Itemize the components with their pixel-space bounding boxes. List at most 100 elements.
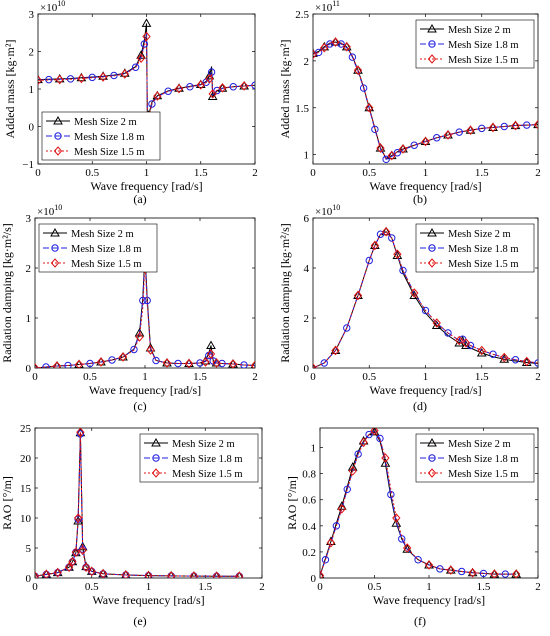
data-point — [398, 144, 408, 154]
data-point — [212, 571, 221, 578]
y-tick-label: 5 — [26, 543, 32, 555]
data-point — [162, 357, 172, 367]
legend-entry: Mesh Size 1.8 m — [448, 454, 519, 465]
data-point — [341, 41, 352, 51]
data-point — [189, 571, 198, 578]
data-point — [522, 356, 531, 367]
legend-marker — [427, 227, 437, 237]
x-axis-label: Wave frequency [rad/s] — [92, 593, 204, 607]
data-point — [398, 143, 408, 153]
legend: Mesh Size 2 m Mesh Size 1.8 m Mesh Size 1.… — [415, 433, 535, 483]
data-point — [477, 345, 486, 356]
data-point — [421, 136, 430, 147]
x-axis-label: Wave frequency [rad/s] — [90, 179, 202, 193]
data-point — [365, 430, 373, 439]
data-point — [189, 571, 199, 578]
data-point — [164, 87, 172, 95]
x-tick-label: 1.5 — [194, 167, 208, 179]
y-tick-label: 1 — [311, 443, 317, 455]
data-point — [330, 37, 341, 46]
x-axis-label: Wave frequency [rad/s] — [89, 383, 201, 397]
data-point — [387, 490, 395, 499]
data-point — [421, 306, 430, 315]
x-tick-label: 0.5 — [368, 581, 382, 593]
data-point — [370, 428, 379, 436]
legend: Mesh Size 2 m Mesh Size 1.8 m Mesh Size 1.… — [38, 223, 158, 273]
legend-marker — [151, 468, 161, 478]
x-tick-label: 1 — [144, 167, 150, 179]
data-point — [365, 102, 374, 113]
legend-entry: Mesh Size 1.5 m — [172, 469, 243, 480]
legend-marker — [428, 40, 436, 48]
data-point — [381, 226, 391, 237]
y-axis-label: RAO [°/m] — [285, 476, 299, 530]
y-tick-label: 0.8 — [302, 469, 316, 481]
legend: Mesh Size 2 m Mesh Size 1.8 m Mesh Size 1.… — [415, 19, 535, 69]
panel-label: (a) — [133, 192, 146, 206]
data-point — [321, 556, 330, 564]
data-point — [320, 570, 325, 578]
data-point — [391, 518, 402, 527]
y-tick-label: 0.4 — [302, 521, 316, 533]
data-point — [167, 571, 176, 578]
y-tick-label: 25 — [20, 423, 32, 435]
y-exponent-label: ×1010 — [315, 203, 340, 218]
data-point — [512, 569, 521, 578]
data-point — [73, 513, 83, 523]
data-point — [382, 155, 390, 164]
data-point — [320, 570, 325, 578]
data-point — [81, 562, 91, 572]
series-line-3 — [35, 432, 240, 577]
y-axis-label: Added mass [kg·m²] — [3, 40, 17, 139]
data-point — [381, 453, 390, 463]
x-axis-label: Wave frequency [rad/s] — [373, 593, 485, 607]
data-point — [348, 53, 357, 61]
data-point — [359, 84, 368, 92]
legend-entry: Mesh Size 1.8 m — [448, 244, 519, 255]
data-point — [380, 458, 391, 467]
data-point — [392, 513, 401, 523]
data-point — [45, 75, 53, 84]
data-point — [208, 89, 217, 99]
x-tick-label: 0.5 — [85, 581, 99, 593]
x-tick-label: 2 — [259, 581, 265, 593]
data-point — [337, 504, 346, 514]
data-point — [393, 249, 402, 260]
data-point — [121, 570, 130, 578]
x-tick-label: 1.5 — [198, 581, 212, 593]
data-point — [446, 565, 455, 575]
data-point — [209, 357, 217, 365]
data-point — [313, 363, 318, 368]
y-tick-label: 0 — [311, 573, 317, 585]
data-point — [64, 562, 74, 572]
data-point — [239, 81, 249, 91]
panel-label: (d) — [413, 399, 427, 413]
data-point — [174, 83, 184, 92]
data-point — [250, 360, 255, 368]
y-tick-label: 2 — [304, 56, 310, 68]
data-point — [488, 122, 498, 133]
data-point — [489, 350, 497, 358]
x-tick-label: 1 — [423, 167, 429, 179]
panel-label: (b) — [413, 192, 427, 206]
data-point — [110, 71, 118, 80]
x-tick-label: 0 — [35, 167, 41, 179]
legend-entry: Mesh Size 1.5 m — [448, 55, 519, 66]
y-tick-label: 2.5 — [295, 9, 309, 21]
x-tick-label: 1 — [142, 371, 148, 383]
data-point — [511, 120, 520, 131]
legend-marker — [427, 437, 437, 447]
legend: Mesh Size 2 m Mesh Size 1.8 m Mesh Size 1.… — [41, 111, 161, 161]
data-point — [365, 256, 373, 265]
data-point — [136, 50, 146, 59]
legend-entry: Mesh Size 1.8 m — [172, 454, 243, 465]
y-axis-label: Added mass [kg·m²] — [278, 40, 292, 139]
data-point — [42, 363, 50, 368]
data-point — [142, 31, 151, 42]
data-point — [96, 357, 106, 367]
data-point — [131, 63, 140, 71]
data-point — [141, 18, 152, 27]
data-point — [184, 358, 194, 368]
